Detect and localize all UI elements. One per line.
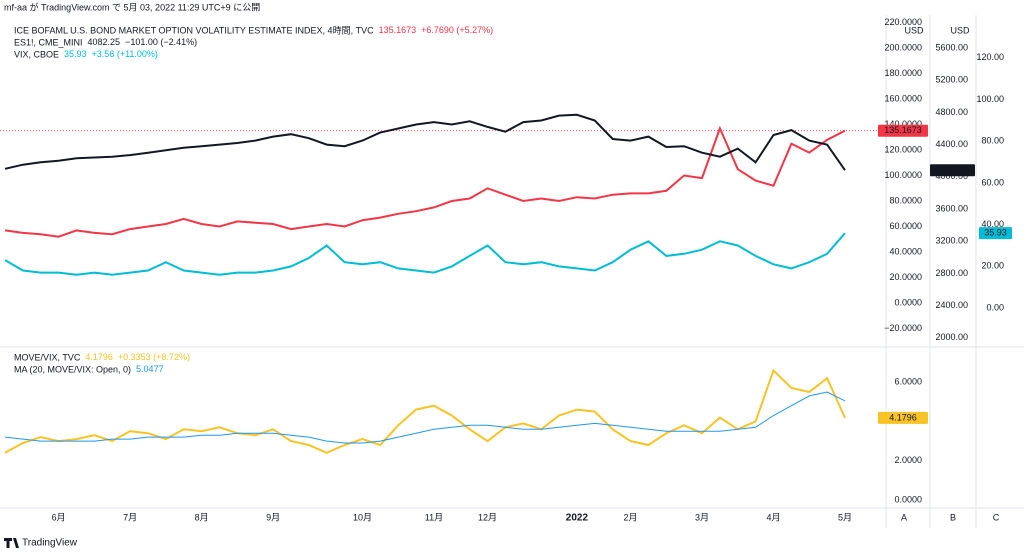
last-value-label: 135.1673	[884, 125, 922, 135]
legend-entry: ES1!, CME_MINI 4082.25 −101.00 (−2.41%)	[14, 37, 197, 47]
x-tick-label: 10月	[353, 512, 372, 522]
y-tick-label: 6.0000	[894, 377, 922, 387]
y-tick-label: 120.0000	[884, 144, 922, 154]
axis-unit: USD	[904, 25, 924, 35]
legend-entry: MA (20, MOVE/VIX: Open, 0) 5.0477	[14, 364, 164, 374]
y-tick-label: 60.00	[981, 177, 1004, 187]
legend-entry: VIX, CBOE 35.93 +3.56 (+11.00%)	[14, 49, 158, 59]
legend-value: 4.1796	[85, 352, 113, 362]
y-tick-label: 0.0000	[894, 297, 922, 307]
series-line	[4, 391, 846, 444]
legend-value: 4082.25	[88, 37, 121, 47]
last-value-label: 35.93	[984, 228, 1007, 238]
y-tick-label: −20.0000	[884, 323, 922, 333]
y-tick-label: 180.0000	[884, 68, 922, 78]
y-tick-label: 3200.00	[935, 236, 968, 246]
legend-value: +3.56 (+11.00%)	[92, 49, 158, 59]
last-value-tag	[930, 164, 975, 177]
last-value-label: 4082.25	[936, 165, 969, 175]
y-tick-label: 2000.00	[935, 332, 968, 342]
y-tick-label: 160.0000	[884, 93, 922, 103]
x-tick-label: 11月	[425, 512, 443, 522]
x-tick-label: 2月	[624, 512, 638, 522]
y-tick-label: 20.0000	[889, 272, 922, 282]
legend-value: +6.7690 (+5.27%)	[421, 25, 493, 35]
legend-value: 135.1673	[379, 25, 417, 35]
x-tick-label: 12月	[478, 512, 497, 522]
x-tick-label: 6月	[52, 512, 66, 522]
series-line	[4, 113, 846, 171]
y-tick-label: 3600.00	[935, 203, 968, 213]
y-tick-label: 120.00	[976, 52, 1004, 62]
x-tick-label: 7月	[123, 512, 137, 522]
x-tick-label: 4月	[767, 512, 781, 522]
last-value-label: 4.1796	[889, 412, 917, 422]
y-tick-label: 2400.00	[935, 300, 968, 310]
axis-unit: USD	[950, 25, 970, 35]
x-tick-label: 2022	[566, 513, 589, 524]
scale-button: B	[950, 512, 956, 522]
y-tick-label: 2800.00	[935, 268, 968, 278]
logo	[4, 538, 19, 548]
series-line	[4, 368, 846, 454]
y-tick-label: 40.0000	[889, 246, 922, 256]
x-tick-label: 3月	[695, 512, 709, 522]
legend-value: −101.00 (−2.41%)	[125, 37, 197, 47]
legend-value: +0.3353 (+8.72%)	[118, 352, 190, 362]
y-tick-label: 40.00	[981, 219, 1004, 229]
y-tick-label: 100.00	[976, 94, 1004, 104]
legend-value: 5.0477	[136, 364, 164, 374]
y-tick-label: 200.0000	[884, 42, 922, 52]
y-tick-label: 100.0000	[884, 170, 922, 180]
y-tick-label: 0.0000	[894, 494, 922, 504]
y-tick-label: 220.0000	[884, 17, 922, 27]
x-tick-label: 5月	[838, 512, 852, 522]
last-value-tag	[878, 124, 928, 137]
y-tick-label: 20.00	[981, 261, 1004, 271]
y-tick-label: 4800.00	[935, 107, 968, 117]
scale-button: C	[993, 512, 1000, 522]
legend-entry: MOVE/VIX, TVC 4.1796 +0.3353 (+8.72%)	[14, 352, 190, 362]
footer: TradingView	[22, 538, 78, 549]
header: mf-aa が TradingView.com で 5月 03, 2022 11…	[4, 1, 260, 12]
y-tick-label: 140.0000	[884, 119, 922, 129]
scale-button: A	[901, 512, 907, 522]
series-line	[4, 125, 846, 238]
x-tick-label: 9月	[266, 512, 280, 522]
x-tick-label: 8月	[195, 512, 209, 522]
y-tick-label: 60.0000	[889, 221, 922, 231]
y-tick-label: 5600.00	[935, 42, 968, 52]
legend-entry: ICE BOFAML U.S. BOND MARKET OPTION VOLAT…	[14, 25, 493, 35]
y-tick-label: 80.00	[981, 136, 1004, 146]
y-tick-label: 5200.00	[935, 75, 968, 85]
y-tick-label: 80.0000	[889, 195, 922, 205]
last-value-tag	[878, 411, 928, 424]
legend-value: 35.93	[64, 49, 87, 59]
y-tick-label: 0.00	[986, 302, 1004, 312]
y-tick-label: 4400.00	[935, 139, 968, 149]
last-value-tag	[979, 227, 1012, 240]
series-line	[4, 232, 846, 276]
y-tick-label: 2.0000	[894, 455, 922, 465]
